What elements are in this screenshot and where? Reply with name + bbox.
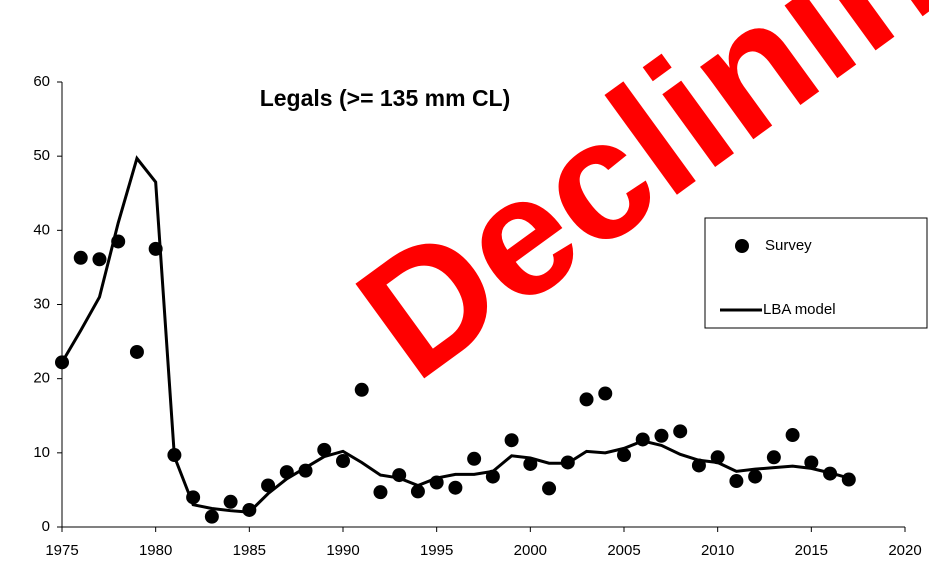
x-tick-label: 1995 [420,542,453,559]
x-tick-label: 2020 [888,542,921,559]
survey-point [504,433,519,448]
survey-point [467,451,482,466]
survey-point [841,472,856,487]
model-line [60,155,850,514]
survey-point [579,392,594,407]
x-tick-label: 2015 [795,542,828,559]
survey-point [223,494,238,509]
survey-point [129,344,144,359]
survey-point [617,448,631,463]
survey-point [748,469,763,484]
survey-point [673,424,688,439]
y-tick-label: 30 [33,295,50,312]
y-tick-label: 10 [33,444,50,461]
survey-point [410,484,425,499]
survey-point [448,480,463,495]
x-tick-label: 1975 [45,542,78,559]
survey-point [317,442,332,457]
x-tick-label: 2005 [607,542,640,559]
survey-point [654,428,669,443]
survey-point [373,485,388,500]
x-tick-label: 1990 [326,542,359,559]
legend-label: LBA model [763,301,836,318]
y-tick-label: 60 [33,73,50,90]
legend-label: Survey [765,237,812,254]
y-tick-label: 50 [33,147,50,164]
survey-point [354,382,369,397]
y-tick-label: 0 [42,518,50,535]
legend-marker [735,239,749,253]
y-tick-label: 20 [33,370,50,387]
x-tick-label: 1985 [233,542,266,559]
survey-point [598,386,613,401]
survey-point [73,250,88,265]
survey-point [804,455,819,470]
survey-point [336,453,350,468]
x-tick-label: 2000 [514,542,547,559]
y-tick-label: 40 [33,221,50,238]
survey-point [785,428,800,443]
x-tick-label: 1980 [139,542,172,559]
survey-point [204,509,219,524]
survey-point [729,474,744,489]
survey-point [92,252,107,267]
chart-title: Legals (>= 135 mm CL) [260,85,511,111]
survey-point [542,481,557,496]
survey-point [242,502,257,517]
x-tick-label: 2010 [701,542,734,559]
annotation: Declining [325,0,929,415]
survey-point [766,450,781,465]
